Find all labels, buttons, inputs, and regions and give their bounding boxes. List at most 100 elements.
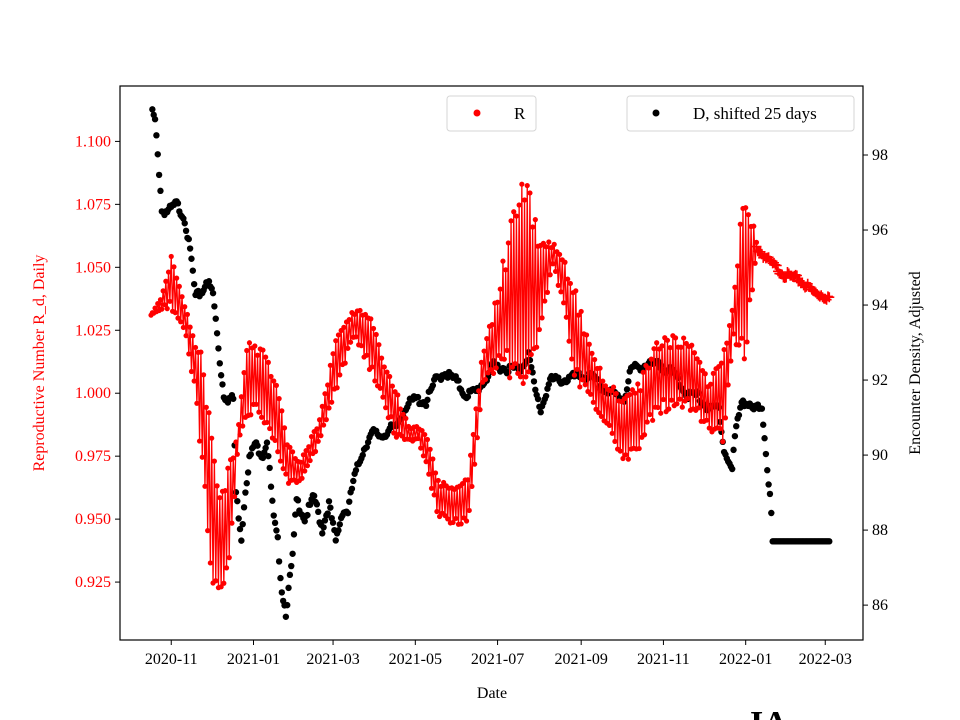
y-left-tick-label: 0.925 <box>75 574 111 591</box>
series-d-point <box>274 533 281 541</box>
series-r-point <box>575 312 582 318</box>
series-r-point <box>747 297 753 303</box>
series-d-point <box>306 501 314 508</box>
series-d-point <box>731 432 739 440</box>
series-r-point <box>516 202 522 208</box>
series-r-point <box>271 378 277 384</box>
series-r-point <box>319 403 325 409</box>
series-r-point <box>736 342 742 348</box>
series-d-point <box>534 395 542 403</box>
series-r-point <box>476 388 482 394</box>
series-r-point <box>722 415 729 421</box>
series-r-point <box>263 354 269 360</box>
series-d-point <box>267 483 275 490</box>
series-d-point <box>263 439 271 446</box>
series-r-point <box>543 244 549 250</box>
series-r-point <box>651 346 657 352</box>
series-r-point <box>635 381 641 387</box>
legend-d-label: D, shifted 25 days <box>693 104 817 123</box>
series-r-point <box>268 373 274 380</box>
series-r-point <box>196 438 203 444</box>
series-r-point <box>172 310 178 316</box>
legend-r-marker <box>473 109 481 117</box>
series-r-point <box>505 240 511 246</box>
series-r-point <box>527 190 533 196</box>
series-r-point <box>647 411 653 418</box>
series-d-point <box>254 442 261 449</box>
series-r-point <box>583 332 590 338</box>
series-r-point <box>573 288 579 294</box>
series-r-point <box>745 212 751 218</box>
series-r-point <box>302 468 308 474</box>
series-r-point <box>494 299 501 305</box>
series-r-point <box>175 315 181 321</box>
series-r-point <box>717 426 723 432</box>
series-r-point <box>547 272 553 278</box>
y-right-tick-label: 86 <box>872 597 888 614</box>
series-r-point <box>550 261 556 267</box>
x-tick-label: 2020-11 <box>145 651 198 668</box>
series-r-point <box>520 380 526 387</box>
series-r-point <box>586 341 592 347</box>
series-r-point <box>333 338 339 344</box>
series-r-point <box>167 298 173 304</box>
series-d-point <box>363 444 370 451</box>
legend-r-box <box>446 95 537 132</box>
series-r-point <box>384 369 390 375</box>
series-r-point <box>246 340 253 346</box>
series-r-point <box>254 352 261 358</box>
series-d-point <box>332 537 339 544</box>
series-r-point <box>182 304 188 310</box>
series-r-point <box>551 241 557 247</box>
series-r-point <box>335 332 342 338</box>
series-r-point <box>574 366 580 372</box>
series-r-point <box>555 282 561 288</box>
series-r-point <box>369 364 375 370</box>
series-d-point <box>154 151 161 158</box>
series-r-point <box>477 407 483 413</box>
series-r-point <box>463 518 470 524</box>
series-d-point <box>319 530 326 537</box>
series-r-point <box>469 483 475 490</box>
series-r-point <box>695 405 702 411</box>
series-r-point <box>539 315 545 321</box>
series-r-point <box>500 258 506 264</box>
legend-d: D, shifted 25 days <box>626 95 855 132</box>
series-r-point <box>164 306 170 312</box>
series-d-point <box>464 393 472 400</box>
series-r-point <box>381 364 387 370</box>
series-r-point <box>508 218 514 224</box>
series-r-point <box>721 346 727 353</box>
series-r-point <box>729 307 735 314</box>
series-d-point <box>213 330 221 337</box>
series-r-point <box>552 268 559 275</box>
series-r-point <box>342 360 348 366</box>
series-r-point <box>703 417 710 423</box>
series-r-point <box>546 239 552 245</box>
series-r-point <box>213 578 219 584</box>
series-r-plus-marker <box>824 292 835 303</box>
series-r-point <box>307 457 313 464</box>
series-r-point <box>660 396 667 403</box>
series-d-point <box>352 467 360 474</box>
x-tick-label: 2021-05 <box>389 651 442 668</box>
y-left-tick-label: 0.975 <box>75 448 111 465</box>
series-d-point <box>239 520 246 528</box>
y-right-tick-label: 92 <box>872 372 888 389</box>
series-r-point <box>534 344 540 350</box>
series-r-point <box>467 452 474 458</box>
series-r-point <box>741 356 747 362</box>
series-r-point <box>579 377 586 383</box>
series-d-point <box>429 382 437 389</box>
series-r-point <box>192 344 199 351</box>
series-r-point <box>497 286 503 292</box>
series-d-point <box>235 515 242 522</box>
series-d-point <box>217 372 225 379</box>
series-d-point <box>290 531 298 538</box>
x-axis-label: Date <box>477 685 507 702</box>
series-r-point <box>358 343 364 349</box>
series-r-point <box>730 331 737 337</box>
series-r-point <box>221 580 227 586</box>
series-d-point <box>230 395 237 402</box>
